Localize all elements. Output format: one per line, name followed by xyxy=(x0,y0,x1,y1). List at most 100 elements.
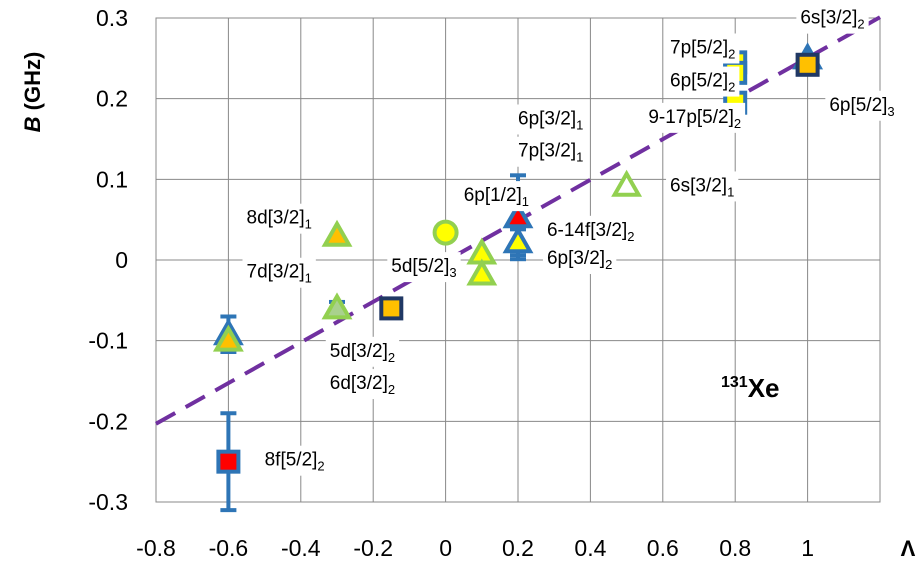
annotation-base: 8f[5/2] xyxy=(265,450,318,471)
annotation-subscript: 2 xyxy=(627,229,634,244)
annotation-background xyxy=(325,369,400,400)
x-tick-label: 1 xyxy=(801,535,814,561)
annotation-label: 7p[5/2]2 xyxy=(670,37,735,61)
y-tick-label: -0.3 xyxy=(88,489,128,515)
y-tick-label: 0.1 xyxy=(96,166,128,192)
annotation-label: 6p[5/2]2 xyxy=(670,71,735,95)
annotation-subscript: 1 xyxy=(576,150,583,165)
annotation-label: 6p[3/2]2 xyxy=(547,248,612,272)
data-point-8f-5-2-2 xyxy=(216,449,241,474)
annotation-background xyxy=(325,336,400,367)
annotation-label: 8d[3/2]1 xyxy=(247,208,312,232)
data-point-6s-3-2-1 xyxy=(611,169,643,197)
annotation-subscript: 3 xyxy=(449,265,456,280)
annotation-label: 6d[3/2]2 xyxy=(330,373,395,397)
annotation-base: 6s[3/2] xyxy=(800,8,857,29)
x-tick-label: -0.4 xyxy=(281,535,321,561)
annotation-background xyxy=(514,136,588,167)
annotation-subscript: 2 xyxy=(605,257,612,272)
annotation-base: 7p[3/2] xyxy=(518,141,576,162)
y-tick-label: -0.2 xyxy=(88,408,128,434)
annotation-background xyxy=(825,90,899,121)
x-tick-label: 0 xyxy=(439,535,452,561)
annotation-background xyxy=(242,203,316,234)
data-point-5d-3-2-2 xyxy=(212,324,244,352)
x-tick-label: -0.2 xyxy=(353,535,393,561)
annotation-base: 6-14f[3/2] xyxy=(547,220,627,241)
annotation-base: 6p[1/2] xyxy=(464,185,522,206)
annotation-label: 7p[3/2]1 xyxy=(518,141,583,165)
annotation-background xyxy=(459,181,534,212)
data-point-6p-5-2-3 xyxy=(795,52,820,77)
data-point-8d-3-2-1 xyxy=(321,219,353,247)
annotation-label: 9-17p[5/2]2 xyxy=(648,107,741,131)
annotation-subscript: 2 xyxy=(388,382,395,397)
annotation-background xyxy=(542,215,639,246)
x-tick-label: 0.8 xyxy=(719,535,751,561)
annotation-base: 6p[5/2] xyxy=(670,71,728,92)
annotation-base: 6p[3/2] xyxy=(518,108,576,129)
annotation-subscript: 2 xyxy=(728,80,735,95)
annotation-base: 8d[3/2] xyxy=(247,208,305,229)
annotation-subscript: 1 xyxy=(576,117,583,132)
x-axis-label: Λ xyxy=(901,536,916,561)
data-point-5d-5-2-3 xyxy=(321,292,353,320)
data-point-6d-3-2-2 xyxy=(379,296,404,321)
annotation-subscript: 1 xyxy=(305,217,312,232)
annotation-label: 6-14f[3/2]2 xyxy=(547,220,635,244)
y-tick-label: 0.2 xyxy=(96,86,128,112)
annotation-background xyxy=(644,102,746,133)
annotation-subscript: 1 xyxy=(522,194,529,209)
annotation-base: 5d[3/2] xyxy=(330,341,388,362)
annotation-background xyxy=(796,3,869,34)
annotation-base: 7d[3/2] xyxy=(247,262,305,283)
y-axis-label: B (GHz) xyxy=(20,52,45,133)
annotation-base: 6p[5/2] xyxy=(829,95,887,116)
annotation-background xyxy=(666,66,740,97)
annotation-base: 5d[5/2] xyxy=(391,256,449,277)
data-point-6p-3-2-2 xyxy=(466,258,498,286)
annotation-subscript: 2 xyxy=(388,350,395,365)
annotation-label: 8f[5/2]2 xyxy=(265,450,325,474)
annotation-subscript: 1 xyxy=(727,184,734,199)
annotation-label: 6p[1/2]1 xyxy=(464,185,529,209)
annotation-base: 7p[5/2] xyxy=(670,37,728,58)
plot-frame xyxy=(155,17,881,503)
x-tick-label: 0.6 xyxy=(647,535,679,561)
data-point-6p-1-2-1 xyxy=(432,219,459,246)
annotation-label: 7d[3/2]1 xyxy=(247,262,312,286)
x-tick-label: 0.4 xyxy=(574,535,606,561)
x-tick-label: -0.6 xyxy=(209,535,249,561)
annotation-subscript: 2 xyxy=(734,116,741,131)
annotation-label: 5d[5/2]3 xyxy=(391,256,456,280)
annotation-base: 6p[3/2] xyxy=(547,248,605,269)
annotation-base: 9-17p[5/2] xyxy=(648,107,734,128)
annotation-background xyxy=(242,257,316,288)
annotation-label: 6p[5/2]3 xyxy=(829,95,894,119)
annotation-background xyxy=(542,244,617,275)
annotation-subscript: 3 xyxy=(887,104,894,119)
annotation-background xyxy=(666,171,739,202)
annotation-subscript: 2 xyxy=(317,459,324,474)
annotation-subscript: 2 xyxy=(728,46,735,61)
annotation-label: 6p[3/2]1 xyxy=(518,108,583,132)
annotation-background xyxy=(666,33,740,64)
point-annotations: 6s[3/2]27p[5/2]26p[5/2]29-17p[5/2]26p[5/… xyxy=(242,3,899,476)
y-tick-label: 0 xyxy=(115,247,128,273)
data-point-6-14f-3-2-2 xyxy=(502,226,534,254)
annotation-subscript: 2 xyxy=(857,17,864,32)
annotation-label: 6s[3/2]1 xyxy=(670,175,734,199)
annotation-subscript: 1 xyxy=(305,271,312,286)
annotation-label: 6s[3/2]2 xyxy=(800,8,864,32)
annotation-base: 6d[3/2] xyxy=(330,373,388,394)
x-tick-label: 0.2 xyxy=(502,535,534,561)
tick-labels: -0.8 -0.6 -0.4 -0.2 0 0.2 0.4 0.6 0.8 1 -0.3 -0.2 -0… xyxy=(88,5,814,561)
annotation-background xyxy=(260,445,329,476)
y-tick-label: -0.1 xyxy=(88,328,128,354)
isotope-label: 131Xe xyxy=(721,373,780,403)
annotation-background xyxy=(514,104,588,135)
annotation-base: 6s[3/2] xyxy=(670,175,727,196)
error-bars xyxy=(220,74,744,513)
annotation-label: 5d[3/2]2 xyxy=(330,341,395,365)
